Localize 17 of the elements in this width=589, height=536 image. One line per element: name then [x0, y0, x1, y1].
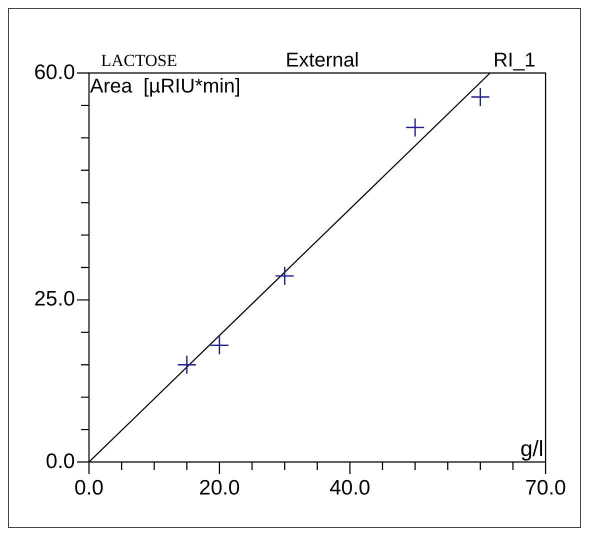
point	[177, 355, 197, 374]
point	[274, 266, 294, 286]
x-tick-label: 0.0	[74, 476, 104, 500]
y-tick-label: 25.0	[34, 288, 75, 311]
y-axis-title: Area [µRIU*min]	[90, 76, 240, 98]
chart-title: External	[286, 50, 359, 72]
x-tick-label: 70.0	[525, 476, 566, 500]
point	[210, 336, 230, 355]
x-axis-title: g/l	[520, 436, 544, 462]
x-tick-label: 40.0	[329, 476, 370, 500]
y-tick-label: 0.0	[46, 450, 75, 473]
y-tick-label: 60.0	[34, 60, 75, 84]
text: RI_1	[493, 50, 536, 72]
x-tick-label: 20.0	[199, 476, 240, 500]
text: LACTOSE	[101, 50, 178, 70]
point	[405, 118, 425, 138]
point	[470, 87, 490, 107]
